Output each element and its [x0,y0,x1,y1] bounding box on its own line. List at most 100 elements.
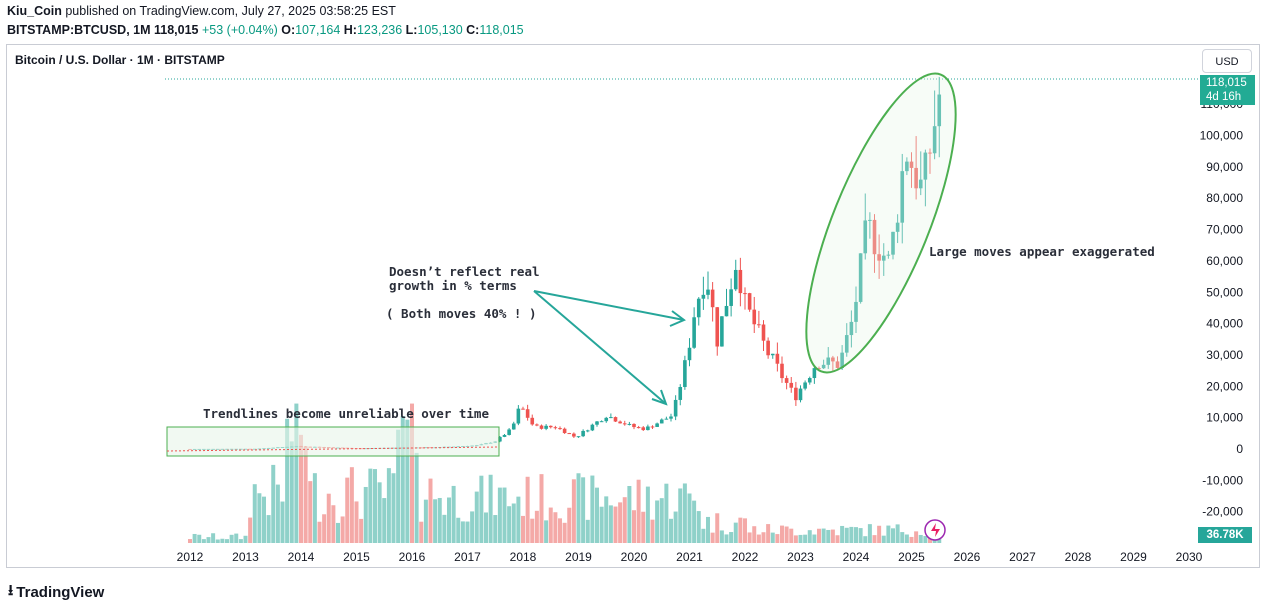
volume-bar [275,484,280,543]
volume-bar [428,478,433,543]
volume-bar [188,539,192,543]
close-value: 118,015 [479,23,524,37]
candle-body [599,421,604,423]
candle-body [669,416,673,419]
volume-bar [326,493,331,543]
volume-bar [225,539,229,543]
volume-bar [756,534,761,543]
large-moves-note: Large moves appear exaggerated [929,244,1155,259]
volume-bar [442,514,447,543]
candle-body [715,307,720,347]
candle-body [826,357,831,365]
candle-body [831,357,835,362]
volume-bar [238,539,243,543]
trendline-box[interactable] [166,426,500,457]
large-move-ellipse[interactable] [777,57,986,390]
x-tick-label: 2028 [1065,550,1092,564]
growth-note-line2: growth in % terms [389,278,517,293]
volume-bar [641,511,646,543]
x-tick-label: 2022 [732,550,759,564]
volume-bar [294,403,299,543]
volume-bar [484,512,488,543]
candle-body [659,419,664,424]
volume-bar [525,476,530,543]
volume-bar [271,464,276,543]
x-tick-label: 2016 [399,550,426,564]
volume-bar [678,488,683,543]
candle-body [868,219,872,221]
volume-bar [886,525,891,543]
candle-body [553,427,558,429]
volume-bar [710,532,715,543]
candle-body [909,161,914,168]
candle-body [817,368,821,370]
chart-frame[interactable] [6,44,1260,568]
volume-bar [803,534,808,543]
x-tick-label: 2014 [288,550,315,564]
x-tick-label: 2030 [1176,550,1203,564]
candle-body [687,347,692,361]
candle-body [650,426,655,428]
y-tick-label: 10,000 [1206,411,1243,425]
candle-body [678,387,683,400]
volume-bar [627,486,632,543]
candle-body [752,309,757,325]
candle-body [567,433,572,435]
author-name[interactable]: Kiu_Coin [7,4,62,18]
replay-icon[interactable] [924,519,946,541]
candle-body [794,387,798,401]
candle-body [784,378,789,383]
annotation-arrows[interactable] [533,290,686,406]
candle-body [724,305,729,317]
volume-bar [918,534,923,543]
candle-body [770,353,775,356]
volume-bar [437,497,442,543]
candle-body [863,220,868,254]
volume-bar [303,447,308,543]
volume-bar [516,496,521,543]
volume-bar [502,487,507,543]
candle-body [738,269,743,294]
volume-bar [645,486,650,543]
publish-line: Kiu_Coin published on TradingView.com, J… [7,4,396,18]
volume-bar [655,500,660,543]
y-tick-label: 20,000 [1206,379,1243,393]
volume-bar [497,487,502,543]
volume-bar [881,535,886,543]
volume-bar [521,515,525,543]
candle-body [548,425,553,428]
candle-body [780,363,784,379]
candle-body [627,423,632,425]
candle-body [544,425,548,429]
candle-body [511,423,516,430]
volume-bar [770,532,775,543]
open-value: 107,164 [295,23,341,37]
volume-bar [493,515,498,543]
candle-body [766,340,770,356]
volume-bar [613,506,618,543]
candle-body [502,434,507,437]
volume-bar [789,528,794,543]
volume-bar [844,527,849,543]
candle-body [632,423,636,428]
volume-bar [359,518,364,543]
volume-bar [345,477,350,543]
volume-bar [775,534,780,543]
candle-body [609,417,613,419]
candle-body [918,179,923,189]
currency-button[interactable]: USD [1202,49,1252,73]
tradingview-brand[interactable]: ⭳ TradingView [8,580,104,605]
candle-body [803,382,807,389]
x-tick-label: 2026 [954,550,981,564]
y-tick-label: 90,000 [1206,160,1243,174]
y-tick-label: 100,000 [1200,129,1244,143]
candle-body [914,167,918,189]
volume-bar [363,486,368,543]
volume-bar [248,517,253,543]
candle-body [585,430,590,432]
volume-bar [581,477,586,543]
candle-body [595,421,599,425]
volume-bar [474,491,479,543]
volume-bar [599,506,604,543]
